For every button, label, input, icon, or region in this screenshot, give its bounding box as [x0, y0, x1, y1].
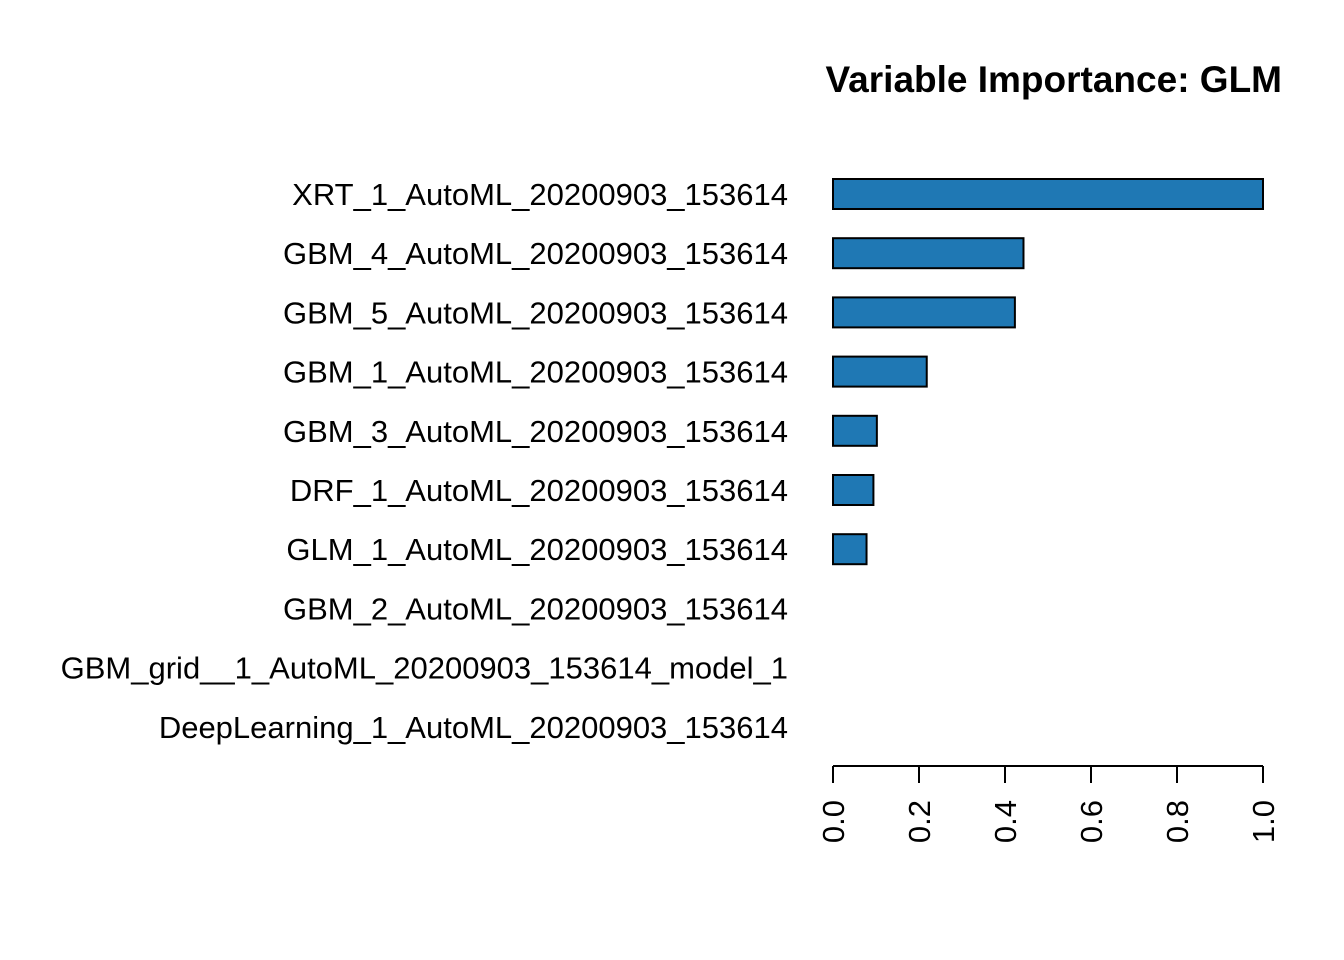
bar-5: [832, 474, 875, 506]
category-label-0: XRT_1_AutoML_20200903_153614: [292, 177, 788, 212]
x-tick-label-5: 1.0: [1246, 800, 1281, 843]
x-tick-label-2: 0.4: [988, 800, 1023, 843]
bars-group: [832, 178, 1264, 566]
category-label-2: GBM_5_AutoML_20200903_153614: [283, 295, 788, 330]
chart-title: Variable Importance: GLM: [826, 59, 1282, 100]
category-label-4: GBM_3_AutoML_20200903_153614: [283, 414, 788, 449]
category-label-5: DRF_1_AutoML_20200903_153614: [290, 473, 788, 508]
bar-6: [832, 533, 868, 566]
category-label-1: GBM_4_AutoML_20200903_153614: [283, 236, 788, 271]
bar-0: [832, 178, 1264, 210]
category-label-8: GBM_grid__1_AutoML_20200903_153614_model…: [61, 651, 788, 686]
category-label-6: GLM_1_AutoML_20200903_153614: [286, 532, 788, 567]
category-labels-group: XRT_1_AutoML_20200903_153614 GBM_4_AutoML…: [61, 177, 788, 745]
x-tick-label-1: 0.2: [902, 800, 937, 843]
bar-3: [832, 355, 928, 388]
category-label-9: DeepLearning_1_AutoML_20200903_153614: [159, 710, 788, 745]
category-label-7: GBM_2_AutoML_20200903_153614: [283, 591, 788, 626]
bar-4: [832, 414, 878, 447]
x-axis: 0.0 0.2 0.4 0.6 0.8 1.0: [816, 765, 1281, 843]
x-tick-label-0: 0.0: [816, 800, 851, 843]
x-tick-label-3: 0.6: [1074, 800, 1109, 843]
bar-2: [832, 296, 1016, 329]
bar-1: [832, 237, 1025, 270]
x-tick-label-4: 0.8: [1160, 800, 1195, 843]
category-label-3: GBM_1_AutoML_20200903_153614: [283, 355, 788, 390]
